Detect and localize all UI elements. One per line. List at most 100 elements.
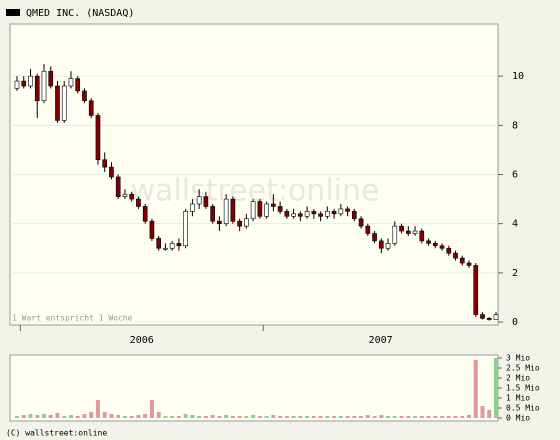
volume-bar bbox=[197, 416, 202, 418]
volume-bar bbox=[305, 416, 310, 418]
volume-bar bbox=[251, 415, 256, 418]
candle-body bbox=[480, 314, 485, 319]
candle-body bbox=[426, 240, 431, 244]
candle-body bbox=[351, 211, 357, 220]
volume-bar bbox=[156, 412, 161, 418]
candle-body bbox=[493, 314, 499, 320]
volume-bar bbox=[284, 416, 289, 418]
volume-bar bbox=[291, 416, 296, 418]
candle-body bbox=[136, 198, 141, 207]
volume-bar bbox=[493, 358, 499, 418]
volume-bar bbox=[473, 360, 478, 418]
candle-body bbox=[257, 201, 263, 217]
volume-bar bbox=[21, 415, 26, 418]
volume-panel bbox=[9, 354, 499, 422]
volume-bar bbox=[453, 416, 458, 418]
candle-body bbox=[284, 211, 290, 217]
volume-bar bbox=[392, 416, 397, 418]
candle-body bbox=[122, 193, 128, 197]
volume-bar bbox=[176, 416, 181, 418]
volume-tick-label: 2.5 Mio bbox=[506, 364, 540, 373]
candle-body bbox=[28, 75, 33, 87]
volume-bar bbox=[89, 412, 94, 418]
candle-body bbox=[298, 213, 303, 217]
candle-body bbox=[385, 243, 391, 249]
candle-body bbox=[486, 318, 492, 320]
candle-body bbox=[149, 220, 155, 239]
candle-body bbox=[163, 247, 168, 250]
candle-body bbox=[473, 265, 479, 315]
volume-bar bbox=[68, 415, 73, 418]
candle-body bbox=[277, 206, 283, 212]
candle-body bbox=[82, 90, 87, 102]
volume-bar bbox=[264, 416, 269, 418]
candle-body bbox=[223, 198, 229, 224]
volume-bar bbox=[116, 415, 121, 418]
candle-body bbox=[21, 80, 27, 87]
volume-bar bbox=[35, 415, 40, 418]
candle-body bbox=[95, 115, 101, 161]
candle-body bbox=[358, 218, 364, 227]
candle-body bbox=[115, 176, 121, 197]
volume-bar bbox=[379, 415, 384, 418]
volume-tick-label: 3 Mio bbox=[506, 354, 530, 363]
volume-bar bbox=[359, 416, 364, 418]
volume-bar bbox=[311, 416, 316, 418]
candle-body bbox=[378, 240, 384, 249]
volume-bar bbox=[237, 416, 242, 418]
volume-bar bbox=[271, 415, 276, 418]
candle-body bbox=[68, 78, 74, 87]
y-tick-label: 6 bbox=[512, 170, 518, 181]
volume-bar bbox=[406, 416, 411, 418]
candle-body bbox=[34, 75, 40, 102]
candle-body bbox=[169, 243, 175, 249]
candle-body bbox=[345, 208, 350, 212]
volume-bar bbox=[440, 416, 445, 418]
volume-bar bbox=[143, 414, 148, 418]
footer: (C) wallstreet:online bbox=[6, 429, 107, 438]
candle-body bbox=[61, 85, 67, 121]
candle-body bbox=[311, 211, 317, 215]
volume-bar bbox=[480, 406, 485, 418]
candle-body bbox=[156, 238, 162, 249]
candle-body bbox=[102, 159, 108, 168]
candle-body bbox=[210, 206, 215, 222]
interval-note: 1 Wart entspricht 1 Woche bbox=[12, 314, 133, 323]
candle-body bbox=[176, 243, 182, 247]
volume-bar bbox=[487, 410, 492, 418]
candle-body bbox=[14, 80, 20, 89]
volume-bar bbox=[129, 416, 134, 418]
y-tick-label: 10 bbox=[512, 71, 524, 82]
volume-bar bbox=[41, 414, 47, 418]
volume-bar bbox=[55, 413, 60, 418]
candle-body bbox=[405, 230, 411, 234]
volume-bar bbox=[278, 416, 283, 418]
legend-label: QMED INC. (NASDAQ) bbox=[26, 8, 134, 19]
candle-body bbox=[48, 70, 54, 87]
volume-bar bbox=[203, 416, 208, 418]
volume-tick-label: 0.5 Mio bbox=[506, 404, 540, 413]
candle-body bbox=[325, 211, 330, 217]
candle-body bbox=[459, 257, 465, 264]
volume-bar bbox=[446, 416, 451, 418]
volume-bar bbox=[62, 416, 67, 418]
candle-body bbox=[365, 225, 371, 234]
y-tick-label: 0 bbox=[512, 317, 518, 328]
y-tick-label: 2 bbox=[512, 268, 518, 279]
volume-bar bbox=[466, 415, 472, 418]
volume-bar bbox=[230, 416, 235, 418]
candle-body bbox=[109, 166, 114, 178]
candle-body bbox=[466, 262, 472, 266]
candle-body bbox=[304, 211, 310, 217]
candle-body bbox=[196, 196, 202, 205]
candle-body bbox=[392, 225, 398, 244]
volume-tick-label: 0 Mio bbox=[506, 414, 530, 423]
y-tick-label: 8 bbox=[512, 120, 518, 131]
y-tick-label: 4 bbox=[512, 219, 518, 230]
candle-body bbox=[203, 196, 209, 207]
volume-bar bbox=[352, 416, 357, 418]
volume-bar bbox=[244, 416, 249, 418]
volume-tick-label: 1 Mio bbox=[506, 394, 530, 403]
candle-body bbox=[129, 193, 135, 200]
